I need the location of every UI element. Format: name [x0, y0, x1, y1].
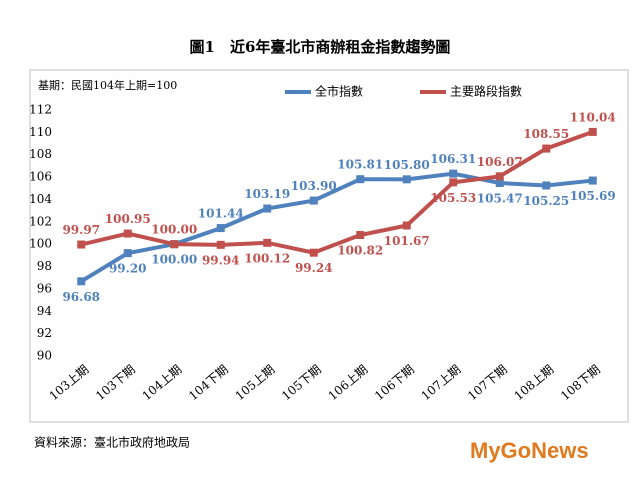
x-tick-label: 105下期 — [279, 362, 324, 403]
point — [77, 240, 86, 249]
point — [449, 169, 458, 178]
point — [263, 204, 272, 213]
point — [402, 221, 411, 230]
point — [356, 175, 365, 184]
x-tick-label: 105上期 — [232, 362, 277, 403]
data-label: 96.68 — [62, 290, 100, 304]
data-label: 101.67 — [384, 234, 430, 248]
data-label: 100.95 — [105, 212, 151, 226]
data-label: 105.25 — [523, 194, 569, 208]
y-tick-label: 106 — [29, 170, 52, 184]
x-tick-label: 107上期 — [418, 362, 463, 403]
data-label: 105.69 — [570, 189, 616, 203]
point — [170, 240, 179, 249]
data-label: 101.44 — [198, 207, 244, 221]
x-tick-label: 106下期 — [372, 362, 417, 403]
data-label: 99.24 — [295, 261, 333, 275]
point — [309, 248, 318, 257]
point — [495, 172, 504, 181]
x-tick-label: 106上期 — [325, 362, 370, 403]
chart-frame — [29, 69, 629, 423]
y-tick-label: 92 — [37, 326, 52, 340]
point — [356, 231, 365, 240]
point — [542, 181, 551, 190]
y-tick-label: 110 — [29, 125, 52, 139]
source: 資料來源：臺北市政府地政局 — [34, 435, 190, 450]
point — [588, 127, 597, 136]
y-tick-label: 104 — [29, 192, 52, 206]
point — [77, 277, 86, 286]
data-label: 106.31 — [430, 152, 476, 166]
watermark: MyGoNews — [470, 438, 589, 463]
data-label: 105.47 — [477, 192, 523, 206]
y-tick-label: 100 — [29, 237, 52, 251]
legend-label: 主要路段指數 — [450, 84, 522, 99]
x-tick-label: 104上期 — [139, 362, 184, 403]
series-line — [80, 130, 594, 255]
point — [495, 179, 504, 188]
point — [542, 144, 551, 153]
point — [123, 229, 132, 238]
data-label: 105.80 — [384, 158, 430, 172]
point — [263, 238, 272, 247]
point — [402, 175, 411, 184]
legend-label: 全市指數 — [315, 84, 363, 99]
x-tick-label: 103上期 — [46, 362, 91, 403]
series-line — [80, 171, 593, 284]
y-tick-label: 94 — [37, 304, 53, 318]
point — [216, 224, 225, 233]
x-tick-label: 104下期 — [186, 362, 231, 403]
x-tick-label: 108上期 — [511, 362, 556, 403]
point — [123, 249, 132, 258]
data-label: 100.00 — [151, 253, 197, 267]
y-tick-label: 90 — [37, 349, 52, 363]
y-tick-label: 96 — [37, 281, 52, 295]
y-tick-label: 102 — [29, 214, 52, 228]
point — [588, 176, 597, 185]
y-tick-label: 112 — [29, 103, 52, 117]
point — [216, 240, 225, 249]
data-label: 106.07 — [477, 155, 523, 169]
data-label: 99.97 — [62, 223, 100, 237]
data-label: 99.94 — [202, 253, 240, 267]
y-tick-label: 108 — [29, 147, 52, 161]
x-tick-label: 103下期 — [93, 362, 138, 403]
point — [309, 196, 318, 205]
x-tick-label: 107下期 — [465, 362, 510, 403]
data-label: 105.81 — [337, 158, 383, 172]
data-label: 103.19 — [244, 187, 290, 201]
data-label: 100.12 — [244, 251, 290, 265]
data-label: 99.20 — [109, 262, 147, 276]
y-tick-label: 98 — [37, 259, 52, 273]
data-label: 108.55 — [523, 127, 569, 141]
data-label: 105.53 — [430, 191, 476, 205]
note: 基期：民國104年上期=100 — [38, 78, 177, 92]
point — [449, 178, 458, 187]
x-tick-label: 108下期 — [558, 362, 603, 403]
data-label: 100.00 — [151, 223, 197, 237]
data-label: 100.82 — [337, 244, 383, 258]
data-label: 110.04 — [570, 110, 616, 124]
data-label: 103.90 — [291, 179, 337, 193]
chart-title: 圖1 近6年臺北市商辦租金指數趨勢圖 — [190, 38, 451, 56]
